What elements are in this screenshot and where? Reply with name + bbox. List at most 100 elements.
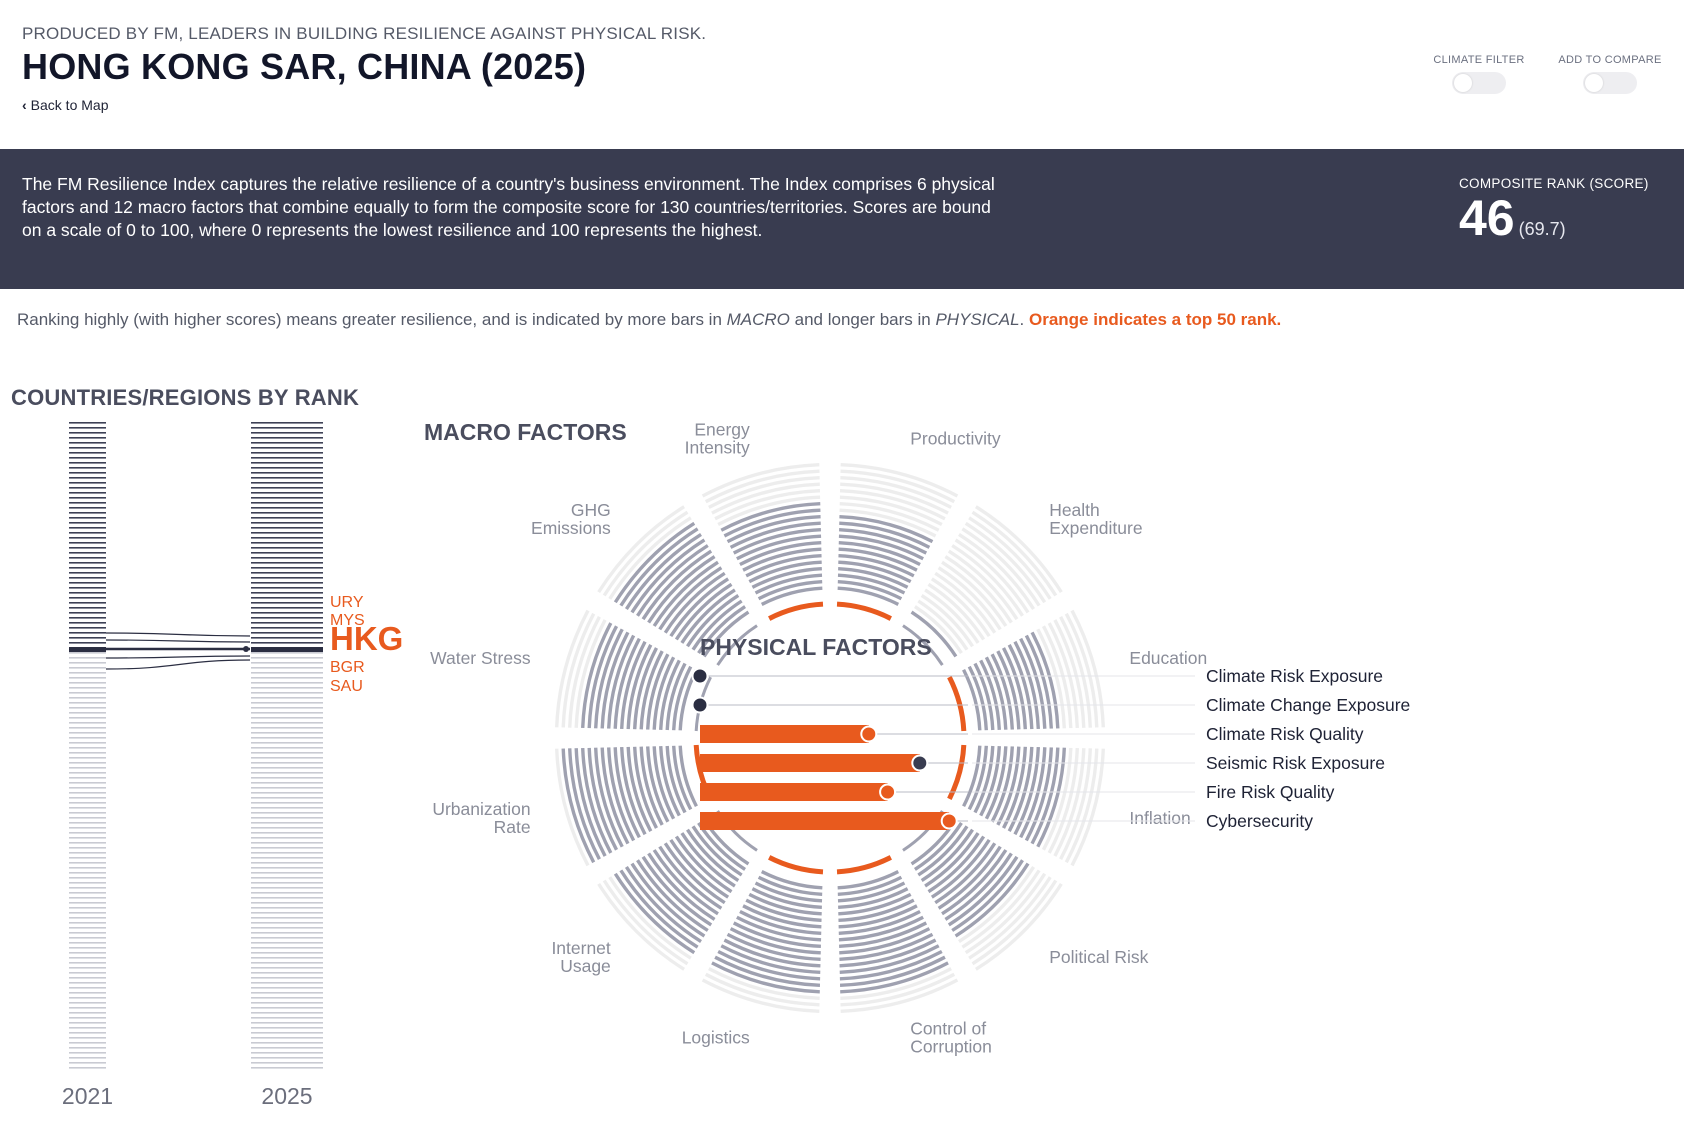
macro-bar: [838, 547, 918, 572]
macro-bar: [652, 746, 676, 820]
rank-bar: [251, 732, 323, 734]
macro-bar: [838, 904, 918, 929]
rank-bar: [69, 777, 106, 779]
toggle-knob: [1454, 74, 1472, 92]
rank-bar: [251, 537, 323, 539]
rank-bar: [251, 547, 323, 549]
rank-bar: [69, 807, 106, 809]
rank-bar: [251, 512, 323, 514]
macro-bar: [1024, 747, 1053, 842]
climate-filter-group: CLIMATE FILTER: [1424, 54, 1534, 94]
rank-bar: [251, 942, 323, 944]
macro-bar: [840, 972, 956, 1007]
rank-bar: [69, 1062, 106, 1064]
physical-factor-panel: PHYSICAL FACTORS Climate Risk Exposure Cli…: [691, 634, 1410, 831]
macro-bar: [837, 580, 903, 601]
rank-bar: [69, 527, 106, 529]
neighbor-country-code: URY: [330, 594, 364, 611]
rank-bar: [69, 452, 106, 454]
macro-bar: [561, 748, 596, 864]
rank-bar: [69, 562, 106, 564]
rank-bar: [251, 667, 323, 669]
rank-bar: [251, 1032, 323, 1034]
macro-bar: [968, 876, 1052, 960]
rank-bar: [251, 777, 323, 779]
macro-bar: [613, 521, 696, 604]
rank-bar: [251, 877, 323, 879]
macro-bar: [839, 489, 946, 521]
macro-rank-arc: [836, 601, 892, 621]
macro-bar: [568, 616, 601, 728]
macro-bar: [958, 866, 1036, 944]
macro-bar: [838, 554, 915, 578]
macro-bar: [1064, 748, 1099, 864]
physical-factor-label: Climate Risk Quality: [1206, 724, 1364, 744]
macro-bar: [840, 476, 952, 509]
rank-bar: [251, 967, 323, 969]
rank-bar: [251, 502, 323, 504]
rank-bar: [251, 992, 323, 994]
macro-bar: [630, 538, 706, 614]
rank-bar: [69, 632, 106, 634]
rank-bar: [251, 692, 323, 694]
rank-bar: [251, 612, 323, 614]
rank-bar: [69, 772, 106, 774]
rank-bar: [69, 1057, 106, 1059]
macro-bar: [587, 625, 619, 729]
rank-bar: [251, 807, 323, 809]
rank-bar: [251, 432, 323, 434]
macro-bar: [971, 510, 1058, 597]
macro-factor-label-line: Intensity: [685, 438, 750, 458]
rank-bar: [251, 592, 323, 594]
macro-bar: [996, 746, 1021, 826]
physical-factor-label: Seismic Risk Exposure: [1206, 753, 1385, 773]
rank-bar: [69, 972, 106, 974]
rank-bar: [251, 632, 323, 634]
rank-bar: [69, 667, 106, 669]
rank-bar: [69, 722, 106, 724]
rank-bar: [69, 997, 106, 999]
rank-bar: [251, 797, 323, 799]
macro-bar: [665, 662, 687, 731]
macro-bar: [839, 955, 946, 987]
macro-bar: [968, 516, 1052, 600]
rank-bar: [251, 572, 323, 574]
macro-bar: [961, 869, 1041, 949]
macro-bar: [927, 582, 986, 641]
macro-bar: [626, 746, 653, 832]
macro-factor-label: GHG Emissions: [531, 500, 611, 538]
rank-bar: [69, 707, 106, 709]
toggle-knob: [1585, 74, 1603, 92]
macro-bar: [732, 528, 821, 555]
rank-bar: [69, 782, 106, 784]
macro-bar: [602, 510, 689, 597]
macro-bar: [961, 527, 1041, 607]
physical-bar: [700, 812, 950, 830]
macro-rank-arc: [768, 855, 824, 875]
add-to-compare-toggle[interactable]: [1583, 72, 1637, 94]
rank-bar: [69, 672, 106, 674]
physical-factor-label: Fire Risk Quality: [1206, 782, 1335, 802]
macro-bar: [620, 747, 647, 836]
macro-bar: [914, 605, 963, 654]
rank-bar: [251, 857, 323, 859]
macro-bar: [754, 881, 823, 903]
macro-bar: [720, 944, 821, 974]
rank-bar: [251, 882, 323, 884]
rank-bar: [69, 432, 106, 434]
rank-bar: [69, 492, 106, 494]
rank-bar: [251, 792, 323, 794]
macro-factor-label-line: Education: [1129, 648, 1207, 668]
macro-rank-arc: [836, 855, 892, 875]
macro-bar: [964, 521, 1047, 604]
macro-bar: [954, 862, 1030, 938]
rank-link-line: [105, 659, 251, 670]
macro-bar: [739, 910, 822, 935]
back-to-map-link[interactable]: ‹ Back to Map: [22, 97, 109, 113]
rank-bar: [69, 652, 106, 654]
climate-filter-toggle[interactable]: [1452, 72, 1506, 94]
rank-bar: [251, 752, 323, 754]
macro-bar: [680, 832, 736, 888]
rank-bar: [251, 1042, 323, 1044]
macro-bar: [633, 746, 658, 829]
